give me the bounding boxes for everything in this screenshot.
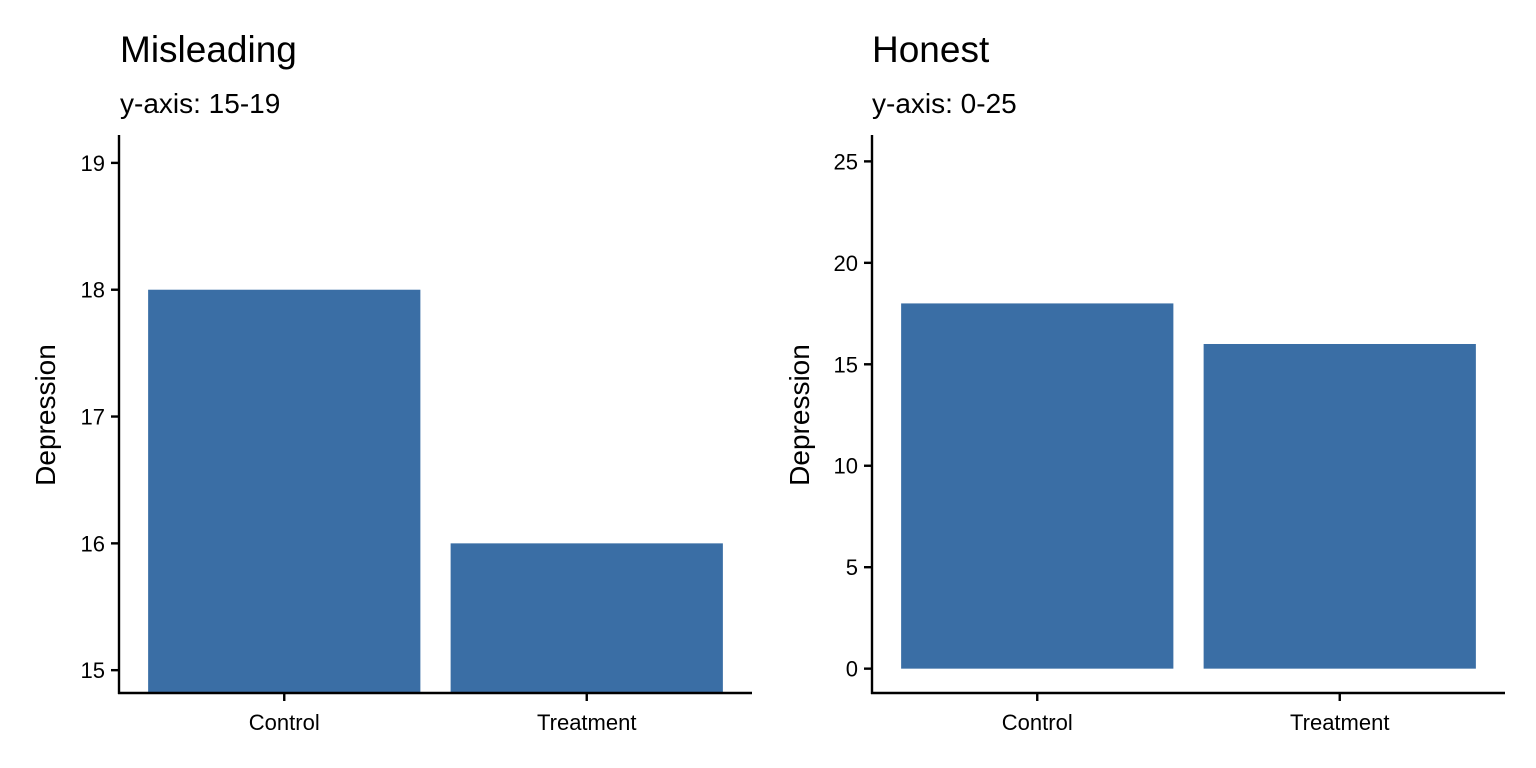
y-axis-ticks: 15 16 17 18 19: [81, 151, 119, 683]
panel-subtitle: y-axis: 0-25: [872, 88, 1017, 119]
bar-control: [901, 303, 1174, 669]
panel-title: Misleading: [120, 29, 297, 70]
y-tick-label: 10: [834, 454, 858, 479]
y-tick-label: 0: [846, 657, 858, 682]
y-tick-label: 5: [846, 555, 858, 580]
y-axis-ticks: 0 5 10 15 20 25: [834, 149, 872, 682]
y-axis-title: Depression: [784, 344, 815, 486]
x-axis-ticks: Control Treatment: [249, 693, 636, 735]
bar-treatment: [1203, 343, 1476, 669]
x-axis-ticks: Control Treatment: [1002, 693, 1389, 735]
bar-group: [901, 303, 1476, 669]
y-axis-title: Depression: [30, 344, 61, 486]
y-tick-label: 15: [834, 352, 858, 377]
x-tick-label: Control: [249, 710, 320, 735]
panel-title: Honest: [872, 29, 990, 70]
bar-treatment: [450, 543, 723, 693]
x-tick-label: Treatment: [1290, 710, 1389, 735]
x-tick-label: Treatment: [537, 710, 636, 735]
bar-control: [148, 289, 421, 693]
bar-group: [148, 289, 723, 693]
y-tick-label: 20: [834, 251, 858, 276]
panel-misleading: Misleading y-axis: 15-19 Depression 15 16…: [30, 29, 752, 735]
y-tick-label: 19: [81, 151, 105, 176]
panel-subtitle: y-axis: 15-19: [120, 88, 280, 119]
y-tick-label: 25: [834, 149, 858, 174]
y-tick-label: 16: [81, 531, 105, 556]
panel-honest: Honest y-axis: 0-25 Depression 0 5 10 15 20 2…: [784, 29, 1505, 735]
y-tick-label: 17: [81, 405, 105, 430]
y-tick-label: 18: [81, 278, 105, 303]
x-tick-label: Control: [1002, 710, 1073, 735]
y-tick-label: 15: [81, 658, 105, 683]
